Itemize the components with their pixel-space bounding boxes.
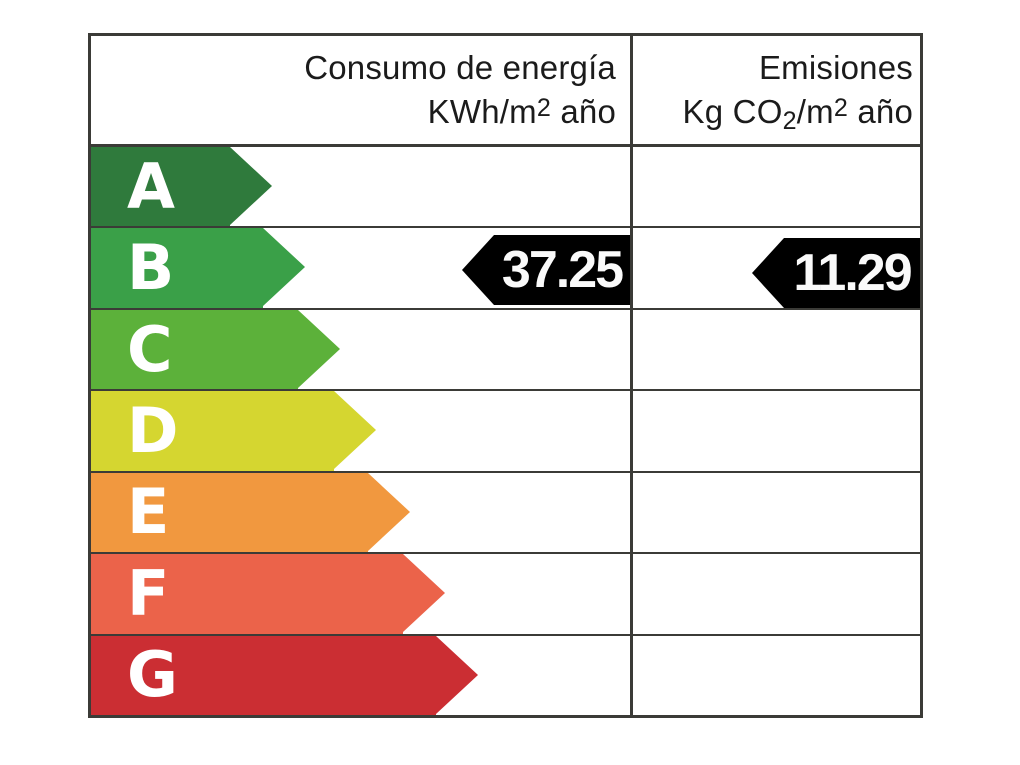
rating-row-g: G bbox=[91, 635, 920, 715]
rating-bar-d-arrow-tip bbox=[334, 391, 376, 470]
rating-bar-a-arrow-tip bbox=[230, 147, 272, 225]
rating-letter-b: B bbox=[127, 231, 175, 305]
rating-row-a: A bbox=[91, 147, 920, 227]
row-divider bbox=[91, 389, 920, 392]
row-divider bbox=[91, 226, 920, 229]
column-divider bbox=[630, 36, 633, 715]
rating-bar-b-arrow-tip bbox=[263, 228, 305, 307]
superscript-2: 2 bbox=[536, 94, 551, 122]
rating-letter-d: D bbox=[127, 393, 179, 467]
energy-rating-table: Consumo de energía KWh/m2 año Emisiones … bbox=[88, 33, 923, 718]
row-divider bbox=[91, 633, 920, 636]
rating-row-b: B bbox=[91, 228, 920, 308]
left-arrow-icon bbox=[462, 235, 494, 305]
emissions-header-line1: Emisiones bbox=[758, 49, 913, 86]
rating-row-c: C bbox=[91, 309, 920, 390]
rating-bar-g: G bbox=[91, 635, 436, 715]
emissions-column-header: Emisiones Kg CO2/m2 año bbox=[630, 36, 920, 144]
rating-bar-e-arrow-tip bbox=[368, 472, 410, 551]
rating-bar-a: A bbox=[91, 147, 230, 227]
row-divider bbox=[91, 470, 920, 473]
rating-row-e: E bbox=[91, 472, 920, 553]
row-divider bbox=[91, 307, 920, 310]
emissions-header-line2: Kg CO2/m2 año bbox=[682, 93, 913, 135]
emissions-value: 11.29 bbox=[784, 238, 920, 308]
consumption-column-header: Consumo de energía KWh/m2 año bbox=[91, 36, 630, 144]
left-arrow-icon bbox=[752, 238, 784, 308]
consumption-header-line2: KWh/m2 año bbox=[427, 93, 616, 130]
rating-bar-f: F bbox=[91, 554, 403, 634]
rating-rows-area: A B C bbox=[91, 147, 920, 715]
rating-row-f: F bbox=[91, 554, 920, 634]
rating-row-d: D bbox=[91, 391, 920, 471]
rating-letter-f: F bbox=[127, 556, 170, 630]
emissions-value-marker: 11.29 bbox=[752, 238, 920, 308]
rating-letter-a: A bbox=[127, 149, 175, 223]
table-inner: Consumo de energía KWh/m2 año Emisiones … bbox=[91, 36, 920, 715]
rating-letter-e: E bbox=[127, 475, 170, 549]
rating-bar-e: E bbox=[91, 472, 368, 553]
rating-bar-f-arrow-tip bbox=[403, 554, 445, 633]
subscript-2: 2 bbox=[782, 107, 797, 135]
rating-bar-g-arrow-tip bbox=[436, 635, 478, 714]
consumption-value: 37.25 bbox=[494, 235, 630, 305]
table-header-row: Consumo de energía KWh/m2 año Emisiones … bbox=[91, 36, 920, 147]
row-divider bbox=[91, 552, 920, 555]
consumption-header-line1: Consumo de energía bbox=[304, 49, 616, 86]
rating-letter-g: G bbox=[127, 638, 178, 712]
rating-bar-c: C bbox=[91, 309, 298, 390]
rating-bar-c-arrow-tip bbox=[298, 309, 340, 388]
consumption-value-marker: 37.25 bbox=[462, 235, 630, 305]
rating-bar-b: B bbox=[91, 228, 263, 308]
rating-bar-d: D bbox=[91, 391, 334, 471]
rating-letter-c: C bbox=[127, 312, 173, 386]
superscript-2: 2 bbox=[833, 94, 848, 122]
